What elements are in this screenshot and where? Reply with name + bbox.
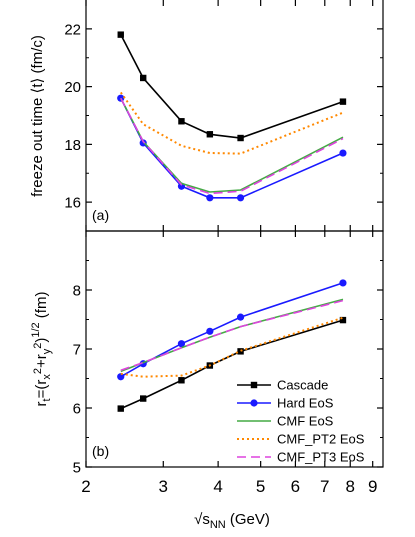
- data-point: [140, 395, 147, 402]
- data-point: [339, 316, 347, 324]
- x-tick-label: 9: [368, 477, 377, 496]
- data-point: [139, 139, 147, 147]
- data-point: [178, 118, 185, 125]
- data-point: [206, 194, 214, 202]
- data-point: [206, 327, 214, 335]
- y-tick-label: 16: [64, 195, 81, 212]
- series-line: [120, 34, 344, 139]
- legend-marker: [250, 399, 258, 407]
- x-tick-label: 2: [81, 477, 90, 496]
- panel-a-y-ticks: 16 18 20 22: [64, 21, 383, 212]
- data-point: [236, 194, 245, 202]
- x-tick-label: 6: [291, 477, 300, 496]
- y-tick-label: 22: [64, 21, 81, 38]
- panel-a-label: (a): [92, 207, 109, 223]
- series-line: [120, 316, 344, 378]
- y-tick-label: 6: [73, 401, 81, 418]
- x-tick-label: 4: [213, 477, 222, 496]
- legend-marker: [250, 381, 258, 389]
- series-line: [120, 319, 344, 410]
- x-tick-label: 3: [159, 477, 168, 496]
- legend: Cascade Hard EoS CMF EoS CMF_PT2 EoS CMF_PT3…: [237, 378, 365, 465]
- data-point: [339, 279, 347, 287]
- data-point: [117, 94, 125, 102]
- data-point: [117, 405, 124, 412]
- data-point: [237, 134, 244, 142]
- legend-label: Cascade: [277, 378, 328, 393]
- legend-label: CMF_PT2 EoS: [277, 432, 365, 447]
- series-line: [120, 299, 344, 371]
- data-point: [178, 377, 185, 384]
- data-point: [117, 31, 124, 38]
- data-point: [177, 340, 186, 348]
- y-tick-label: 7: [73, 342, 81, 359]
- data-point: [339, 149, 347, 157]
- data-point: [236, 313, 245, 321]
- y-tick-label: 5: [73, 460, 81, 477]
- series-line: [120, 97, 344, 195]
- y-tick-label: 20: [64, 79, 81, 96]
- legend-label: CMF EoS: [277, 414, 334, 429]
- y-tick-label: 8: [73, 283, 81, 300]
- series-line: [120, 97, 344, 193]
- panel-b-x-ticks: [85, 231, 374, 467]
- legend-label: CMF_PT3 EoS: [277, 450, 365, 465]
- panel-a-y-axis-label: freeze out time ⟨t⟩ (fm/c): [29, 35, 46, 197]
- panel-b-y-ticks: 5 6 7 8: [73, 260, 383, 477]
- data-point: [237, 348, 244, 355]
- data-point: [140, 74, 147, 82]
- panel-a-x-ticks: [85, 0, 374, 231]
- x-tick-label: 8: [346, 477, 355, 496]
- data-point: [206, 131, 214, 138]
- data-point: [339, 98, 347, 105]
- panel-a: 16 18 20 22 (a) freeze out time ⟨t⟩ (fm/c): [29, 0, 384, 232]
- x-tick-label: 5: [256, 477, 265, 496]
- legend-label: Hard EoS: [277, 396, 334, 411]
- panel-a-lines: [117, 31, 347, 202]
- panel-b-y-axis-label: rt=(rx2+ry2)1/2 (fm): [30, 292, 53, 407]
- panel-b: 5 6 7 8 (b) rt=(rx2+ry2)1/2 (fm) Cascade Har…: [30, 230, 384, 477]
- series-line: [119, 91, 344, 155]
- panel-b-label: (b): [92, 443, 109, 459]
- series-line: [120, 298, 344, 373]
- series-line: [120, 282, 344, 378]
- x-axis-label: √sNN (GeV): [194, 511, 270, 531]
- y-tick-label: 18: [64, 137, 81, 154]
- x-tick-label: 7: [320, 477, 329, 496]
- panel-b-lines: [117, 279, 347, 412]
